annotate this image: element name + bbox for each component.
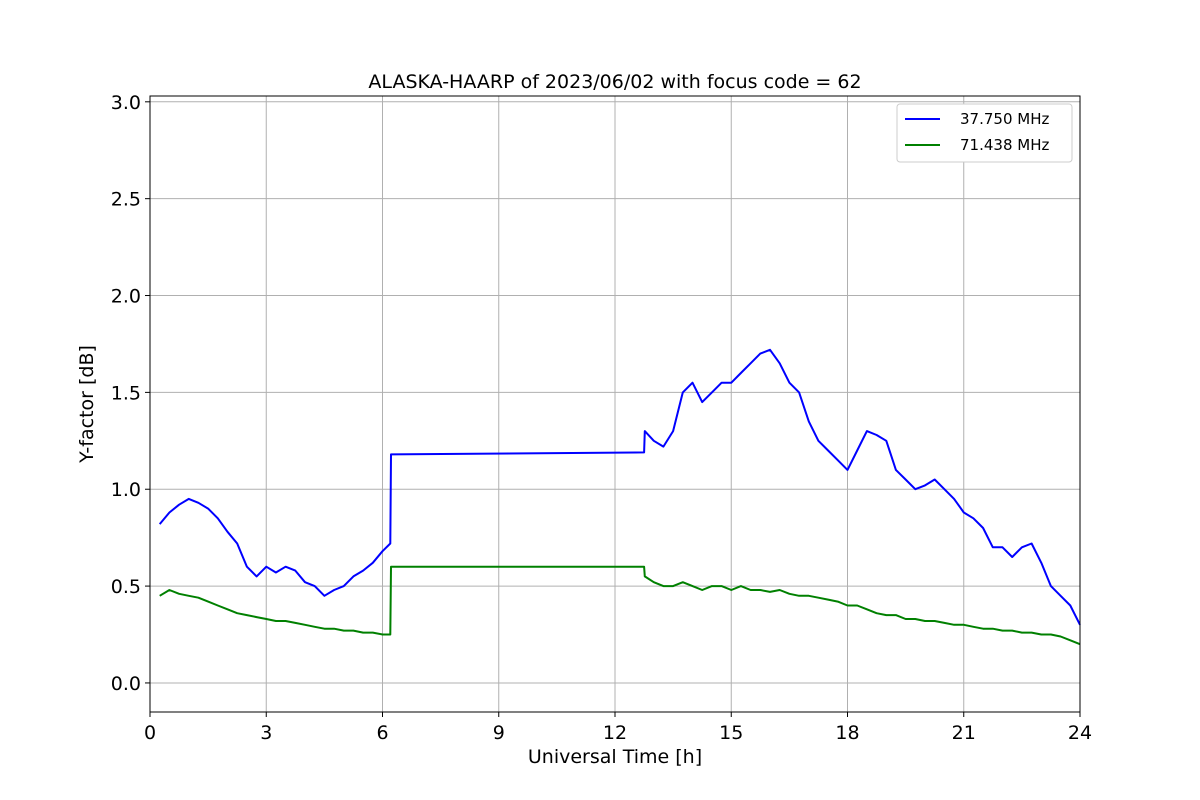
series-line-0 [158, 348, 1081, 626]
y-axis-label: Y-factor [dB] [76, 345, 98, 464]
y-tick-label: 2.0 [111, 286, 141, 308]
x-axis-label: Universal Time [h] [528, 746, 702, 768]
chart-title: ALASKA-HAARP of 2023/06/02 with focus co… [368, 71, 861, 93]
legend-box [896, 103, 1073, 163]
y-axis: 0.0 0.5 1.0 1.5 2.0 2.5 3.0 [111, 92, 150, 695]
x-tick-label: 21 [952, 722, 976, 744]
y-tick-label: 1.0 [111, 479, 141, 501]
series-line-1 [159, 565, 1081, 646]
legend-label-37750: 37.750 MHz [960, 110, 1049, 128]
x-tick-label: 12 [603, 722, 627, 744]
y-tick-label: 3.0 [111, 92, 141, 114]
x-tick-label: 24 [1068, 722, 1092, 744]
y-tick-label: 0.5 [111, 576, 141, 598]
grid [149, 96, 1081, 712]
y-tick-label: 0.0 [111, 673, 141, 695]
legend: 37.750 MHz 71.438 MHz [896, 103, 1073, 163]
x-tick-label: 6 [376, 722, 388, 744]
y-tick-label: 2.5 [111, 189, 141, 211]
x-tick-label: 18 [835, 722, 859, 744]
x-tick-label: 9 [493, 722, 505, 744]
x-axis: 0 3 6 9 12 15 18 21 24 [144, 712, 1092, 744]
x-tick-label: 0 [144, 722, 156, 744]
legend-label-71438: 71.438 MHz [960, 136, 1049, 154]
y-tick-label: 1.5 [111, 382, 141, 404]
x-tick-label: 15 [719, 722, 743, 744]
x-tick-label: 3 [260, 722, 272, 744]
series-layer [158, 348, 1081, 646]
